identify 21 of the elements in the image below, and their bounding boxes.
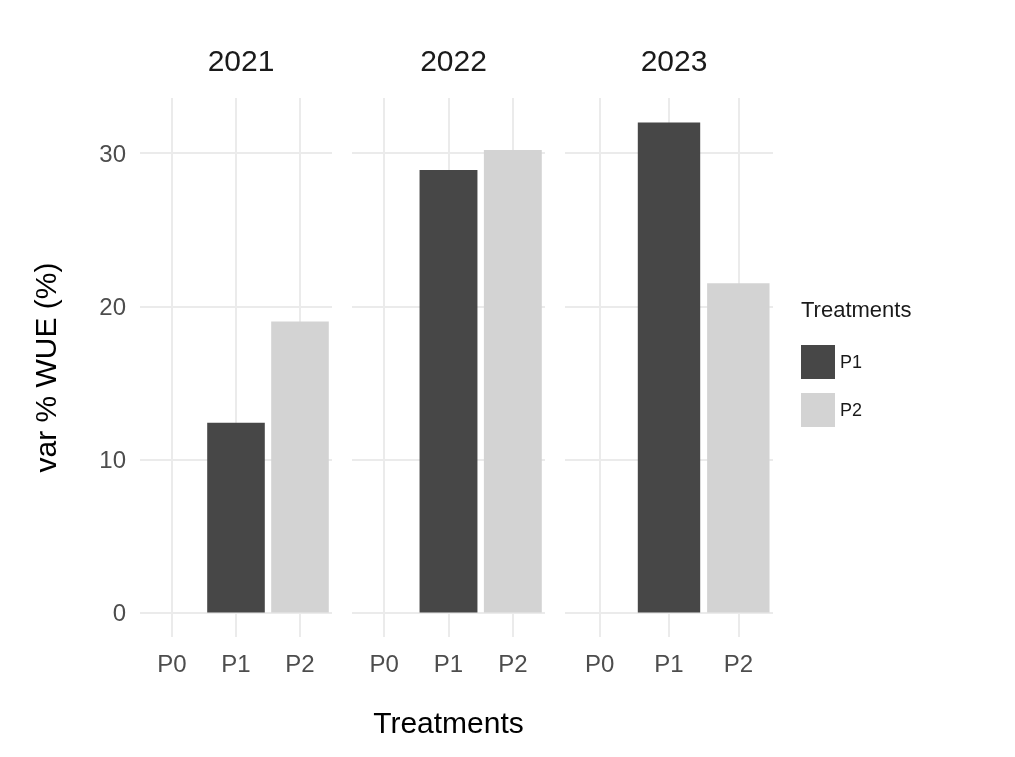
- x-tick-label: P1: [654, 649, 684, 677]
- y-tick-label: 10: [99, 445, 126, 473]
- x-tick-label: P2: [285, 649, 315, 677]
- x-tick-label: P0: [369, 649, 399, 677]
- x-tick-label: P1: [433, 649, 464, 677]
- x-axis-title: Treatments: [373, 705, 524, 739]
- chart-title: 2021: [207, 43, 275, 77]
- x-tick-label: P2: [498, 649, 528, 677]
- x-tick-label: P0: [584, 649, 615, 677]
- y-tick-label: 20: [99, 292, 126, 320]
- y-tick-label: 30: [99, 139, 126, 167]
- x-tick-label: P0: [157, 649, 187, 677]
- chart-title: 2023: [640, 43, 708, 77]
- legend-label: P2: [840, 400, 863, 420]
- chart-title: 2022: [420, 43, 487, 77]
- x-tick-label: P2: [723, 649, 754, 677]
- x-tick-label: P1: [221, 649, 251, 677]
- y-tick-label: 0: [112, 599, 126, 626]
- legend-label: P1: [840, 352, 863, 372]
- legend-title: Treatments: [801, 296, 912, 322]
- y-axis-title: var % WUE (%): [28, 262, 62, 473]
